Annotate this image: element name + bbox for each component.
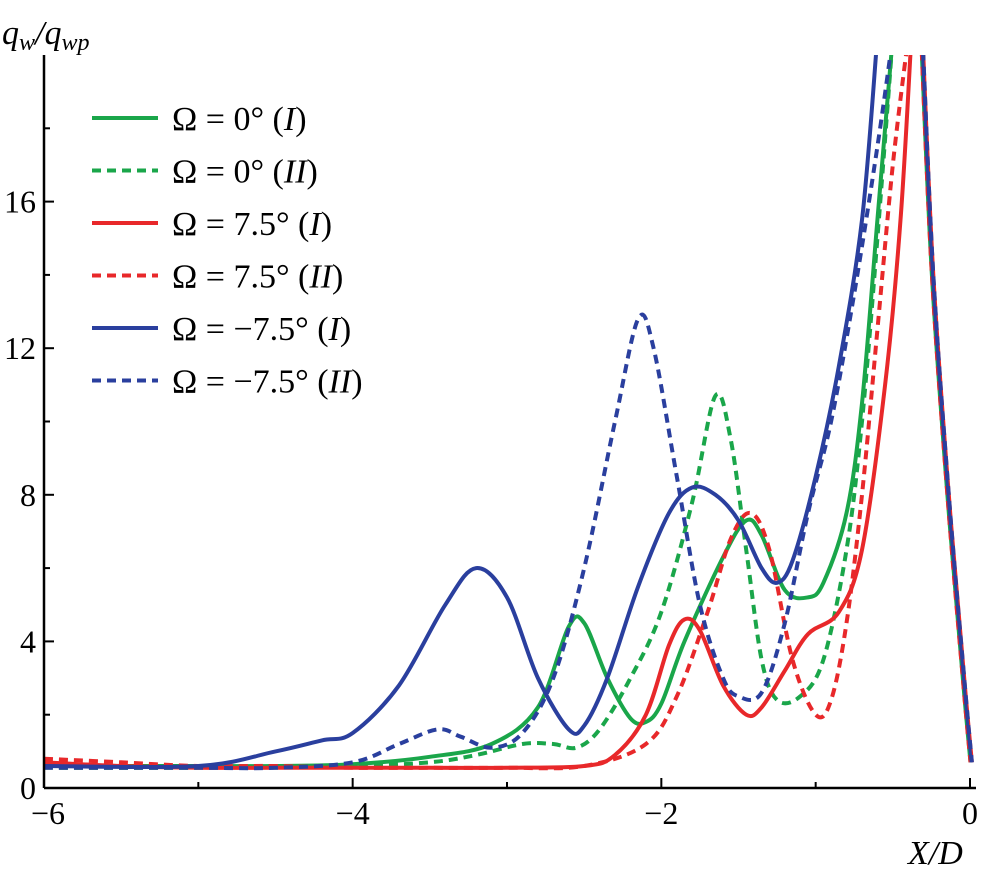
y-tick-label: 8 — [20, 477, 36, 513]
x-ticks: −6 −4 −2 0 — [31, 778, 978, 831]
series-line-1 — [44, 55, 894, 770]
right-branch-group — [919, 55, 974, 763]
series-line-0 — [44, 55, 894, 769]
series-branch-5 — [922, 55, 974, 763]
series-line-2 — [44, 55, 913, 770]
series-line-3 — [44, 55, 909, 771]
y-tick-label: 16 — [4, 184, 36, 220]
x-tick-label: −2 — [644, 795, 678, 831]
legend: Ω = 0° (I) Ω = 0° (II) Ω = 7.5° (I) Ω = 7.5… — [92, 101, 363, 401]
y-tick-label: 0 — [20, 770, 36, 806]
x-axis-label: X/D — [906, 835, 963, 872]
legend-label: Ω = 7.5° (I) — [172, 206, 332, 243]
legend-label: Ω = 7.5° (II) — [172, 259, 343, 296]
legend-label: Ω = −7.5° (II) — [172, 364, 363, 401]
y-ticks: 0 4 8 12 16 — [4, 127, 54, 806]
x-tick-label: 0 — [962, 795, 978, 831]
legend-label: Ω = −7.5° (I) — [172, 311, 351, 348]
y-tick-label: 4 — [20, 623, 36, 659]
series-branch-2 — [922, 55, 974, 763]
series-line-4 — [44, 55, 878, 770]
legend-label: Ω = 0° (I) — [172, 101, 307, 138]
y-tick-label: 12 — [4, 330, 36, 366]
series-group — [44, 55, 913, 771]
y-axis-label: qw/qwp — [2, 15, 89, 56]
legend-label: Ω = 0° (II) — [172, 154, 318, 191]
x-tick-label: −4 — [336, 795, 370, 831]
series-line-5 — [44, 55, 893, 771]
x-tick-label: −6 — [31, 795, 65, 831]
